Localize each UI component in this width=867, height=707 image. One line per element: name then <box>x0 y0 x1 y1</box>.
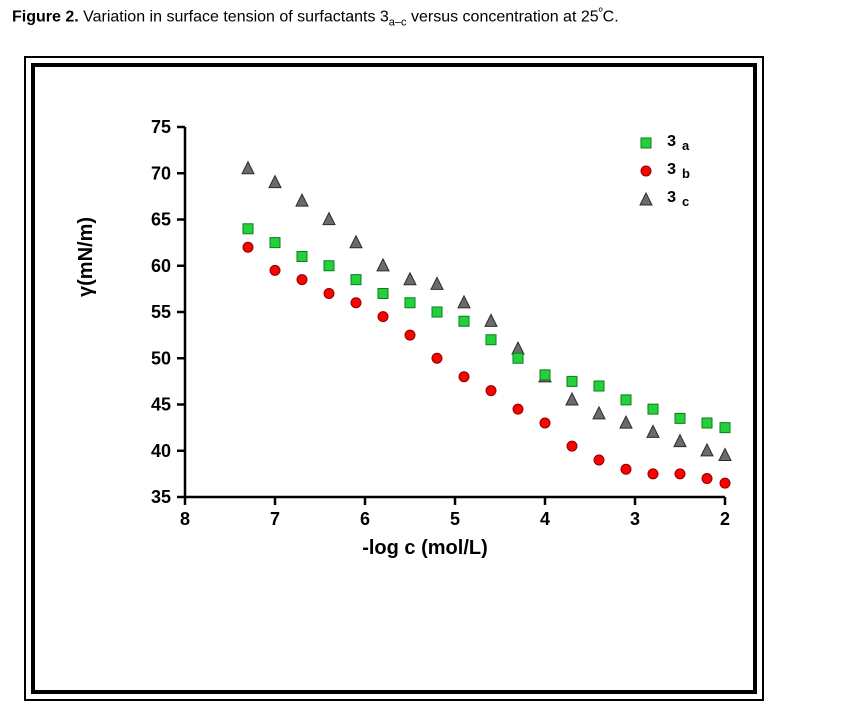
legend-marker-a <box>639 136 653 150</box>
legend-item-c: 3c <box>639 185 690 213</box>
caption-text-3: C. <box>603 8 619 25</box>
svg-text:70: 70 <box>151 163 171 183</box>
svg-text:75: 75 <box>151 117 171 137</box>
svg-text:4: 4 <box>540 509 550 529</box>
legend-label-a: 3a <box>667 133 689 153</box>
svg-text:45: 45 <box>151 395 171 415</box>
caption-prefix: Figure 2. <box>12 8 79 25</box>
legend-marker-c <box>639 192 653 206</box>
x-axis-label: -log c (mol/L) <box>115 537 735 560</box>
svg-text:65: 65 <box>151 210 171 230</box>
svg-text:55: 55 <box>151 302 171 322</box>
svg-text:7: 7 <box>270 509 280 529</box>
legend-label-c: 3c <box>667 189 689 209</box>
caption-text-2: versus concentration at 25 <box>407 8 599 25</box>
svg-text:3: 3 <box>630 509 640 529</box>
svg-text:6: 6 <box>360 509 370 529</box>
caption-sub: a–c <box>389 17 407 29</box>
legend-item-b: 3b <box>639 157 690 185</box>
caption-text-1: Variation in surface tension of surfacta… <box>79 8 389 25</box>
figure-caption: Figure 2. Variation in surface tension o… <box>12 6 619 29</box>
inner-frame: 3540455055606570758765432 γ(mN/m) -log c… <box>31 63 757 694</box>
svg-text:60: 60 <box>151 256 171 276</box>
y-axis-label: γ(mN/m) <box>75 217 98 297</box>
legend-marker-b <box>639 164 653 178</box>
svg-text:40: 40 <box>151 441 171 461</box>
legend: 3a 3b 3c <box>639 129 690 213</box>
legend-item-a: 3a <box>639 129 690 157</box>
svg-text:5: 5 <box>450 509 460 529</box>
svg-text:50: 50 <box>151 348 171 368</box>
svg-text:2: 2 <box>720 509 730 529</box>
svg-text:8: 8 <box>180 509 190 529</box>
outer-frame: 3540455055606570758765432 γ(mN/m) -log c… <box>24 56 764 701</box>
svg-text:35: 35 <box>151 487 171 507</box>
plot-area: 3540455055606570758765432 γ(mN/m) -log c… <box>115 117 735 567</box>
legend-label-b: 3b <box>667 161 690 181</box>
